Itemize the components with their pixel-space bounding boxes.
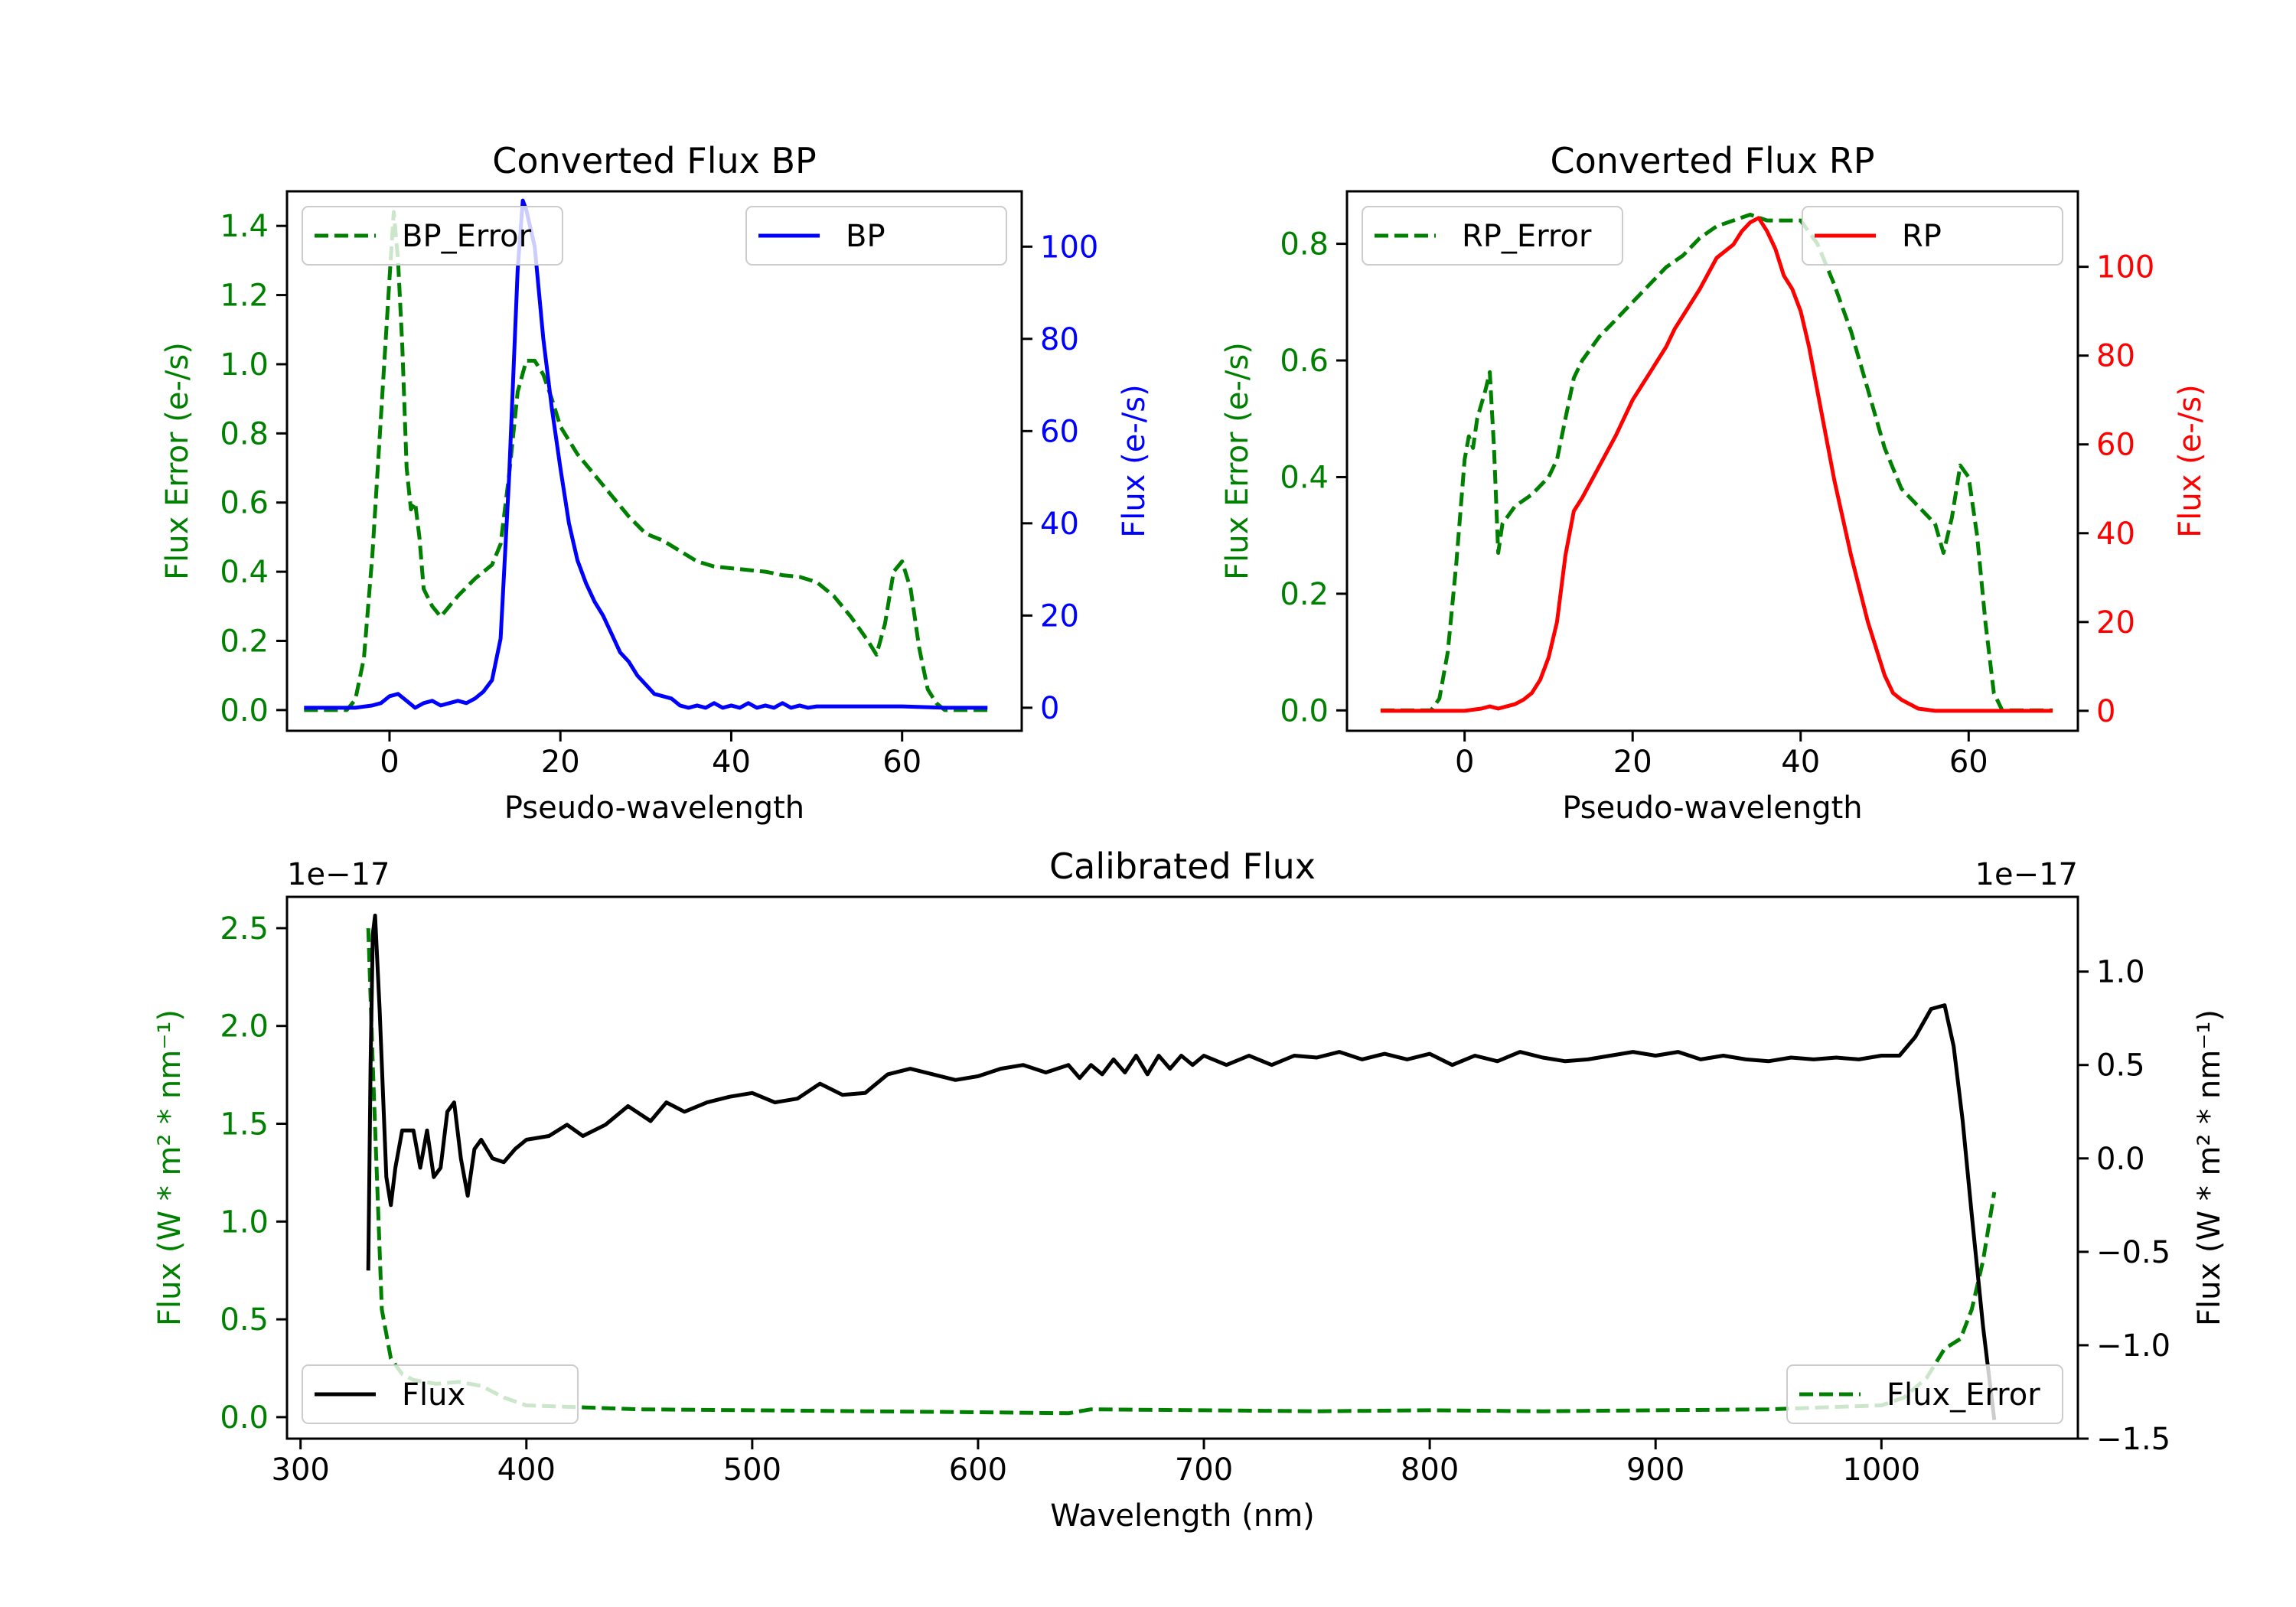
x-tick-label: 700	[1175, 1452, 1233, 1488]
x-tick-label: 20	[1613, 745, 1652, 780]
y-left-tick-label: 0.0	[220, 693, 269, 729]
y-right-tick-label: −1.5	[2096, 1422, 2170, 1457]
chart-title: Converted Flux RP	[1551, 140, 1875, 181]
x-axis-label: Pseudo-wavelength	[1562, 790, 1862, 826]
x-tick-label: 20	[541, 745, 580, 780]
legend-flux: Flux	[302, 1364, 579, 1424]
y-right-tick-label: 80	[2096, 339, 2135, 374]
y-left-tick-label: 2.5	[220, 911, 269, 947]
x-tick-label: 40	[1781, 745, 1820, 780]
y-right-tick-label: 1.0	[2096, 955, 2145, 990]
y-right-axis-label: Flux (e-/s)	[2173, 384, 2208, 537]
y-right-tick-label: 0.5	[2096, 1048, 2145, 1084]
legend-rp-error: RP_Error	[1362, 206, 1623, 266]
y-left-offset-label: 1e−17	[287, 857, 390, 892]
y-left-tick-label: 0.8	[220, 416, 269, 451]
y-right-axis-label: Flux (W * m² * nm⁻¹)	[2192, 1009, 2227, 1326]
x-tick-label: 900	[1626, 1452, 1684, 1488]
legend-box	[302, 206, 563, 266]
legend-label: BP	[846, 219, 885, 254]
legend-rp: RP	[1802, 206, 2063, 266]
chart-title: Converted Flux BP	[492, 140, 817, 181]
x-tick-label: 600	[949, 1452, 1007, 1488]
y-left-tick-label: 0.2	[1280, 577, 1329, 612]
y-right-tick-label: 20	[1040, 598, 1079, 634]
series-line-bp	[304, 198, 988, 710]
y-left-tick-label: 1.0	[220, 347, 269, 383]
x-tick-label: 0	[1455, 745, 1474, 780]
x-axis-label: Pseudo-wavelength	[504, 790, 804, 826]
chart-bp: 0 20 40 60 0.0 0.2 0.4 0.6 0.8 1.0 1.2 1.4 0 20 40 60 80…	[160, 140, 1152, 826]
chart-title: Calibrated Flux	[1049, 846, 1316, 887]
y-left-tick-label: 0.6	[1280, 344, 1329, 379]
y-right-axis-label: Flux (e-/s)	[1117, 384, 1152, 537]
y-left-tick-label: 0.5	[220, 1302, 269, 1338]
y-right-tick-label: 0.0	[2096, 1142, 2145, 1177]
y-right-tick-label: 0	[1040, 691, 1059, 726]
series-line-rp	[1380, 216, 2053, 713]
legend-box	[745, 206, 1007, 266]
x-tick-label: 0	[380, 745, 399, 780]
y-right-tick-label: −1.0	[2096, 1328, 2170, 1364]
legend-label: Flux	[402, 1377, 465, 1413]
x-tick-label: 300	[272, 1452, 330, 1488]
legend-bp-error: BP_Error	[302, 206, 563, 266]
y-left-tick-label: 1.0	[220, 1204, 269, 1240]
y-left-tick-label: 2.0	[220, 1009, 269, 1045]
y-left-tick-label: 0.0	[220, 1400, 269, 1436]
y-right-tick-label: 60	[1040, 414, 1079, 449]
y-right-tick-label: 40	[1040, 507, 1079, 542]
x-axis-label: Wavelength (nm)	[1050, 1498, 1315, 1534]
legend-box	[1362, 206, 1623, 266]
chart-rp: 0 20 40 60 0.0 0.2 0.4 0.6 0.8 0 20 40 60 80 100 Conver…	[1220, 140, 2208, 826]
x-tick-label: 800	[1401, 1452, 1459, 1488]
x-tick-label: 60	[1949, 745, 1988, 780]
y-left-tick-label: 0.6	[220, 486, 269, 521]
legend-flux-error: Flux_Error	[1786, 1364, 2063, 1424]
series-line-flux	[366, 913, 1997, 1420]
legend-box	[302, 1364, 579, 1424]
series-line-bp-error	[304, 210, 988, 712]
legend-bp: BP	[745, 206, 1007, 266]
x-tick-label: 500	[723, 1452, 781, 1488]
y-left-tick-label: 1.2	[220, 279, 269, 314]
y-left-axis-label: Flux Error (e-/s)	[160, 342, 195, 580]
plot-frame	[285, 895, 2079, 1440]
x-tick-label: 400	[497, 1452, 556, 1488]
y-right-tick-label: 100	[1040, 230, 1098, 265]
y-right-tick-label: 0	[2096, 694, 2115, 729]
y-left-tick-label: 1.5	[220, 1107, 269, 1142]
y-left-tick-label: 0.0	[1280, 693, 1329, 729]
y-right-tick-label: 100	[2096, 250, 2154, 285]
chart-cal: 300 400 500 600 700 800 900 1000 0.0 0.5 1.0 1.5 2.0…	[152, 846, 2227, 1534]
y-right-tick-label: −0.5	[2096, 1235, 2170, 1270]
y-left-tick-label: 1.4	[220, 209, 269, 244]
y-left-tick-label: 0.4	[1280, 460, 1329, 495]
x-tick-label: 60	[882, 745, 921, 780]
y-left-axis-label: Flux Error (e-/s)	[1220, 342, 1255, 580]
legend-box	[1802, 206, 2063, 266]
x-tick-label: 40	[712, 745, 751, 780]
plot-frame	[285, 190, 1023, 732]
legend-label: Flux_Error	[1887, 1377, 2040, 1413]
x-tick-label: 1000	[1842, 1452, 1920, 1488]
y-left-tick-label: 0.4	[220, 555, 269, 590]
y-right-offset-label: 1e−17	[1975, 857, 2078, 892]
legend-label: RP_Error	[1462, 219, 1592, 254]
legend-box	[1786, 1364, 2063, 1424]
y-left-tick-label: 0.8	[1280, 227, 1329, 262]
plot-frame	[1345, 190, 2079, 732]
y-right-tick-label: 40	[2096, 517, 2135, 552]
y-right-tick-label: 80	[1040, 322, 1079, 357]
y-left-tick-label: 0.2	[220, 624, 269, 660]
series-line-rp-error	[1380, 213, 2053, 712]
y-left-axis-label: Flux (W * m² * nm⁻¹)	[152, 1009, 188, 1326]
legend-label: RP	[1902, 219, 1942, 254]
y-right-tick-label: 60	[2096, 428, 2135, 463]
y-right-tick-label: 20	[2096, 605, 2135, 641]
legend-label: BP_Error	[402, 219, 532, 254]
